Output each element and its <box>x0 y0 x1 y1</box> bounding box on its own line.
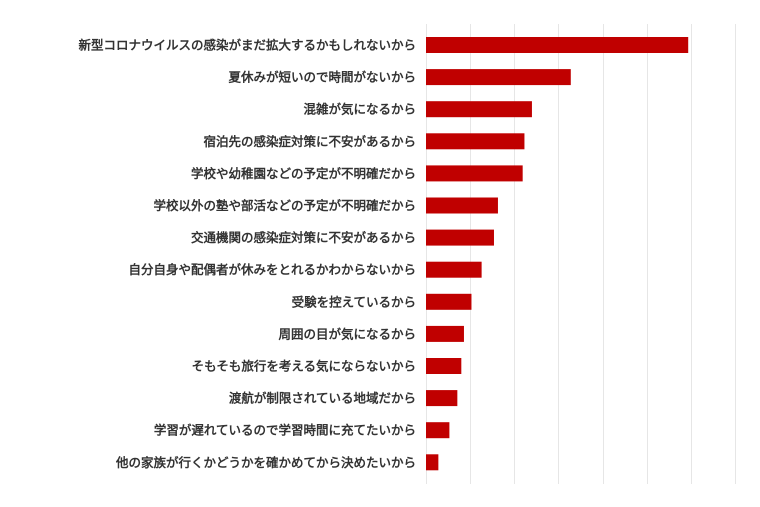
bars <box>426 37 689 471</box>
category-label: 宿泊先の感染症対策に不安があるから <box>203 134 416 149</box>
bar <box>426 358 462 374</box>
bar <box>426 454 439 471</box>
bar <box>426 197 498 214</box>
bar <box>426 261 482 278</box>
bar <box>426 422 450 439</box>
bar <box>426 229 494 246</box>
category-label: 夏休みが短いので時間がないから <box>227 70 416 85</box>
category-label: 自分自身や配偶者が休みをとれるかわからないから <box>128 262 416 277</box>
bar <box>426 69 571 86</box>
bar <box>426 101 532 118</box>
category-labels: 新型コロナウイルスの感染がまだ拡大するかもしれないから夏休みが短いので時間がない… <box>78 38 416 470</box>
category-label: 学習が遅れているので学習時間に充てたいから <box>154 423 416 438</box>
category-label: そもそも旅行を考える気にならないから <box>192 359 416 374</box>
bar <box>426 390 458 407</box>
category-label: 学校以外の塾や部活などの予定が不明確だから <box>153 198 416 213</box>
grid-lines <box>426 24 736 484</box>
category-label: 新型コロナウイルスの感染がまだ拡大するかもしれないから <box>78 38 416 53</box>
category-label: 学校や幼稚園などの予定が不明確だから <box>191 166 416 181</box>
category-label: 渡航が制限されている地域だから <box>229 391 416 406</box>
bar <box>426 165 523 182</box>
category-label: 混雑が気になるから <box>303 102 416 117</box>
category-label: 受験を控えているから <box>292 294 416 309</box>
bar <box>426 325 464 342</box>
bar <box>426 293 472 310</box>
bar <box>426 133 525 150</box>
category-label: 周囲の目が気になるから <box>278 326 416 341</box>
category-label: 他の家族が行くかどうかを確かめてから決めたいから <box>115 455 416 470</box>
bar <box>426 37 689 53</box>
category-label: 交通機関の感染症対策に不安があるから <box>191 230 416 245</box>
